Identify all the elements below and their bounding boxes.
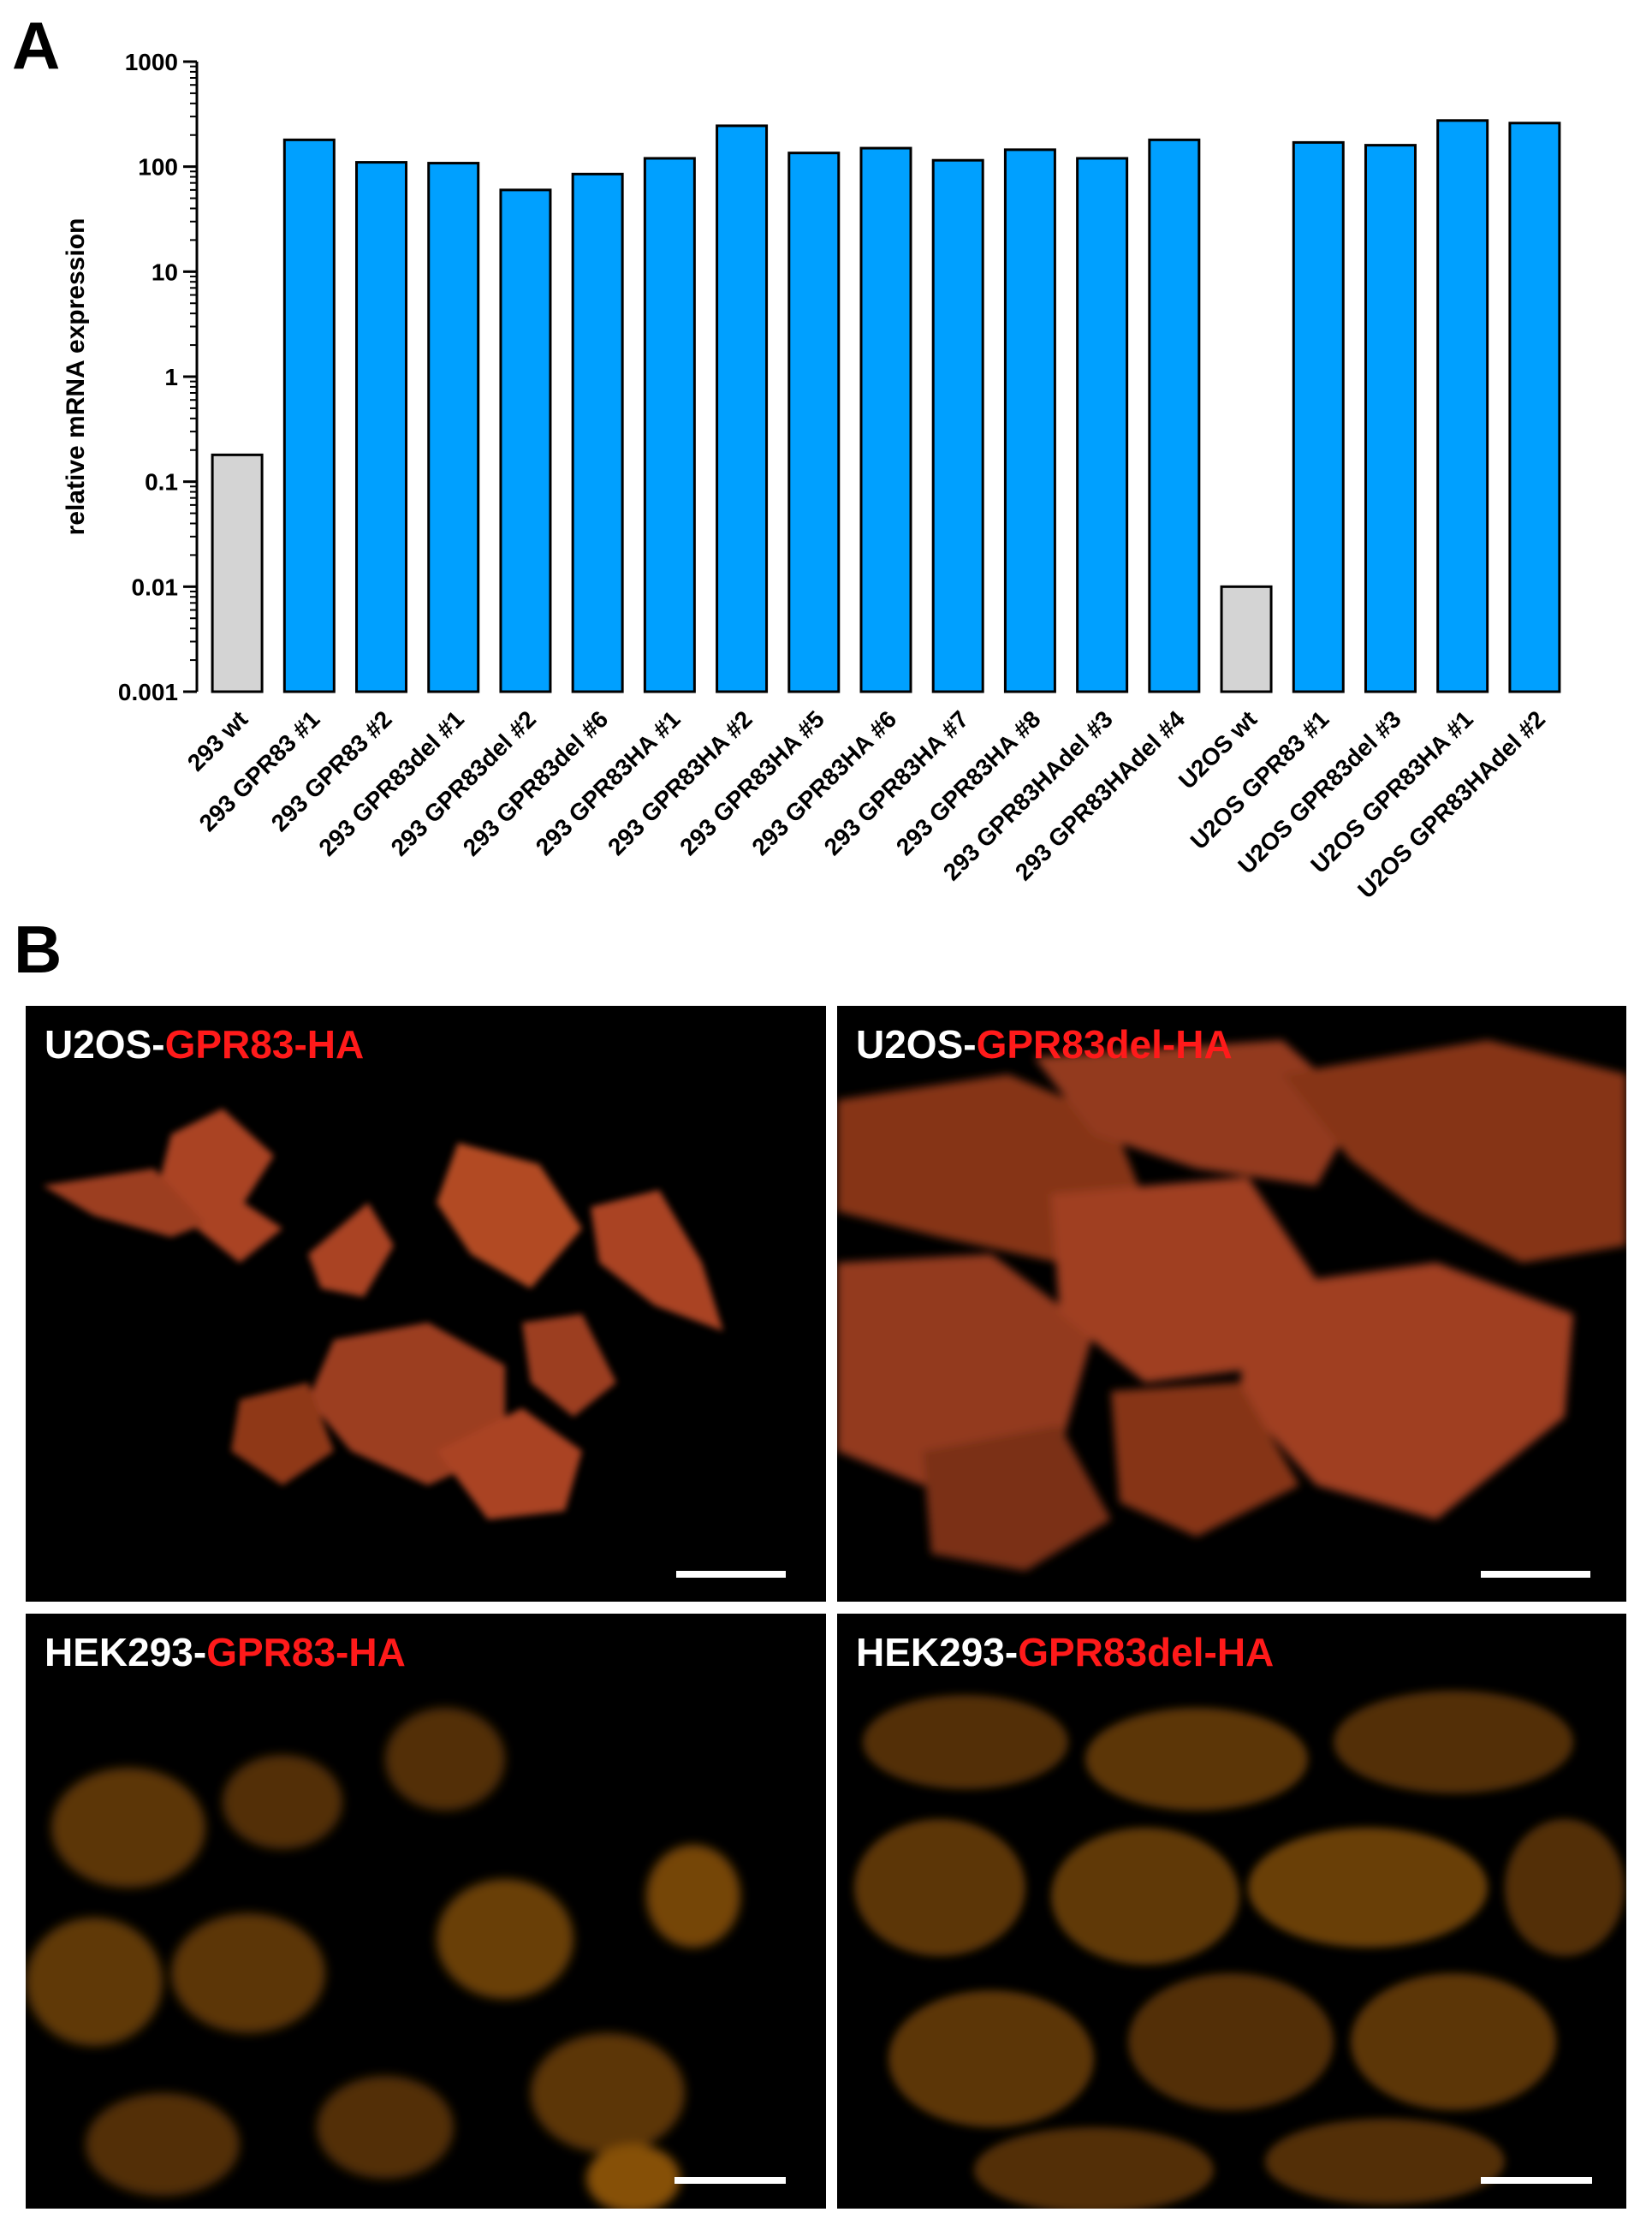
x-tick-label: U2OS GPR83 #1: [1186, 705, 1334, 854]
cell-image: [854, 1691, 1625, 2209]
cells: [854, 1691, 1625, 2209]
bar: [571, 172, 624, 693]
micrograph-u2os-gpr83del-ha: U2OS-GPR83del-HA: [837, 1006, 1626, 1602]
bar: [1003, 148, 1056, 693]
bar: [1148, 138, 1201, 693]
y-tick-label: 1: [164, 364, 178, 390]
cells: [26, 1708, 740, 2209]
micrograph-hek293-gpr83-ha: HEK293-GPR83-HA: [26, 1614, 826, 2209]
micrograph-label: U2OS-GPR83del-HA: [856, 1021, 1233, 1067]
panel-b-letter: B: [14, 912, 62, 987]
micrograph-label: HEK293-GPR83del-HA: [856, 1629, 1274, 1675]
label-construct: GPR83del-HA: [976, 1022, 1233, 1067]
y-axis-label: relative mRNA expression: [62, 218, 90, 536]
x-tick-label: 293 wt: [182, 705, 253, 776]
label-construct: GPR83-HA: [206, 1630, 406, 1674]
cells: [837, 1040, 1626, 1571]
scale-bar: [1481, 1571, 1590, 1578]
cells: [43, 1109, 723, 1519]
bar: [1292, 140, 1345, 693]
bar: [716, 124, 769, 693]
y-tick-label: 100: [138, 154, 178, 181]
y-tick-label: 10: [152, 259, 178, 285]
bar: [643, 157, 696, 693]
micrograph-hek293-gpr83del-ha: HEK293-GPR83del-HA: [837, 1614, 1626, 2209]
y-tick-label: 1000: [125, 49, 178, 75]
micrograph-label: U2OS-GPR83-HA: [45, 1021, 364, 1067]
bar: [211, 453, 264, 693]
bar: [427, 162, 480, 693]
bar: [1220, 585, 1273, 693]
y-tick-label: 0.1: [145, 469, 178, 496]
cell-image: [26, 1708, 740, 2209]
micrograph-u2os-gpr83-ha: U2OS-GPR83-HA: [26, 1006, 826, 1602]
bar-chart: 0.001 0.01 0.1 1 10 100 1000 relative mRNA expr…: [62, 49, 1561, 903]
label-cell-line: HEK293-: [856, 1630, 1019, 1674]
cell-image: [43, 1109, 723, 1519]
bar: [1076, 157, 1129, 693]
bar: [931, 158, 984, 693]
bar: [1436, 119, 1489, 693]
bar: [859, 146, 912, 693]
bar: [499, 188, 552, 693]
bar: [1364, 144, 1417, 693]
micrograph-label: HEK293-GPR83-HA: [45, 1629, 406, 1675]
scale-bar: [674, 2177, 786, 2184]
cell-image: [837, 1040, 1626, 1571]
bar: [1508, 122, 1561, 693]
label-construct: GPR83-HA: [164, 1022, 365, 1067]
scale-bar: [676, 1571, 786, 1578]
bar: [282, 138, 336, 693]
bar: [355, 161, 408, 693]
panel-a-letter: A: [12, 8, 61, 83]
label-cell-line: U2OS-: [856, 1022, 977, 1067]
bar: [787, 152, 841, 693]
label-cell-line: U2OS-: [45, 1022, 165, 1067]
y-tick-label: 0.01: [132, 574, 179, 600]
label-cell-line: HEK293-: [45, 1630, 207, 1674]
y-tick-label: 0.001: [118, 679, 178, 705]
scale-bar: [1481, 2177, 1592, 2184]
label-construct: GPR83del-HA: [1018, 1630, 1275, 1674]
